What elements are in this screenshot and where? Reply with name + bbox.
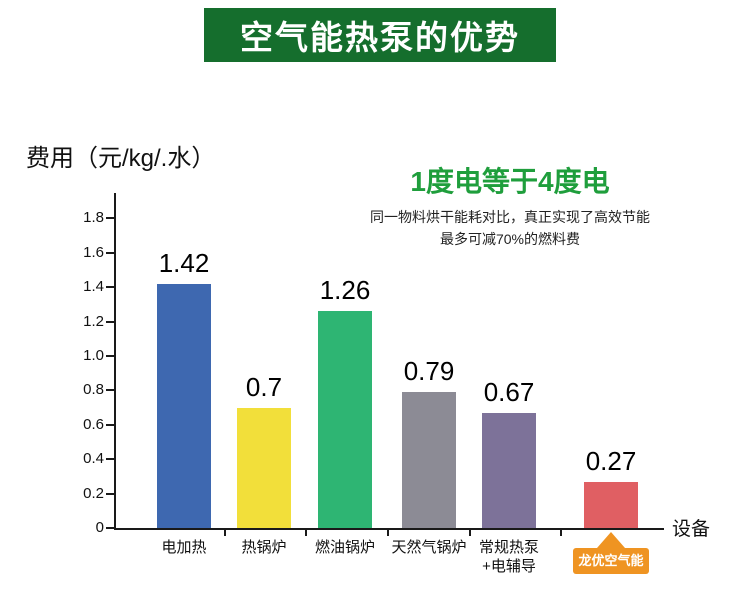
- y-tick-mark: [106, 492, 114, 495]
- x-category-label: 燃油锅炉: [314, 539, 375, 556]
- x-category-label: 电加热: [161, 539, 207, 556]
- bar-value-label: 0.7: [245, 372, 283, 402]
- chart-title: 费用（元/kg/.水）: [26, 145, 216, 172]
- x-category-label: 天然气锅炉: [391, 539, 467, 556]
- x-tick-mark: [387, 530, 389, 536]
- x-axis-label: 设备: [672, 519, 711, 540]
- x-category-label: 常规热泵 +电辅导: [478, 539, 539, 575]
- y-tick-label: 1.6: [83, 243, 104, 261]
- x-tick-mark: [305, 530, 307, 536]
- bar-3: [402, 392, 456, 528]
- highlight-arrow-icon: [597, 532, 625, 548]
- y-tick-mark: [106, 527, 114, 529]
- y-tick-label: 0.2: [83, 484, 104, 502]
- y-tick-label: 1.0: [83, 347, 104, 364]
- x-tick-mark: [469, 530, 471, 536]
- highlight-badge: 龙优空气能: [573, 548, 649, 574]
- subtext: 同一物料烘干能耗对比，真正实现了高效节能 最多可减70%的燃料费: [310, 206, 710, 250]
- bar-value-label: 0.27: [585, 446, 637, 476]
- page-title: 空气能热泵的优势: [240, 19, 520, 56]
- bar-value-label: 1.26: [319, 275, 371, 305]
- x-axis-line: [114, 528, 664, 530]
- y-tick-mark: [106, 286, 114, 289]
- y-tick-label: 0: [95, 519, 104, 536]
- y-tick-label: 1.4: [83, 278, 104, 296]
- subtext-line2: 最多可减70%的燃料费: [439, 231, 581, 247]
- bar-value-label: 0.79: [403, 356, 455, 386]
- bar-1: [237, 408, 291, 528]
- x-tick-mark: [224, 530, 226, 536]
- y-tick-mark: [106, 217, 114, 220]
- bar-0: [157, 284, 211, 528]
- page-title-banner: 空气能热泵的优势: [204, 8, 556, 62]
- y-tick-mark: [106, 355, 114, 357]
- y-tick-mark: [106, 458, 114, 461]
- y-tick-label: 0.4: [83, 450, 104, 468]
- y-axis-line: [114, 193, 116, 530]
- y-tick-mark: [106, 389, 114, 392]
- y-tick-label: 0.8: [83, 381, 104, 399]
- subtext-line1: 同一物料烘干能耗对比，真正实现了高效节能: [370, 209, 650, 225]
- bar-value-label: 0.67: [483, 377, 535, 407]
- bar-5: [584, 482, 638, 528]
- y-tick-label: 1.2: [83, 312, 104, 330]
- x-tick-mark: [560, 530, 562, 536]
- y-tick-mark: [106, 251, 114, 254]
- bar-2: [318, 311, 372, 528]
- bar-value-label: 1.42: [158, 248, 210, 278]
- y-tick-label: 0.6: [83, 415, 104, 433]
- bar-4: [482, 413, 536, 528]
- headline: 1度电等于4度电: [410, 166, 610, 197]
- y-tick-mark: [106, 423, 114, 426]
- y-tick-label: 1.8: [83, 209, 104, 227]
- y-tick-mark: [106, 320, 114, 323]
- x-category-label: 热锅炉: [241, 539, 287, 556]
